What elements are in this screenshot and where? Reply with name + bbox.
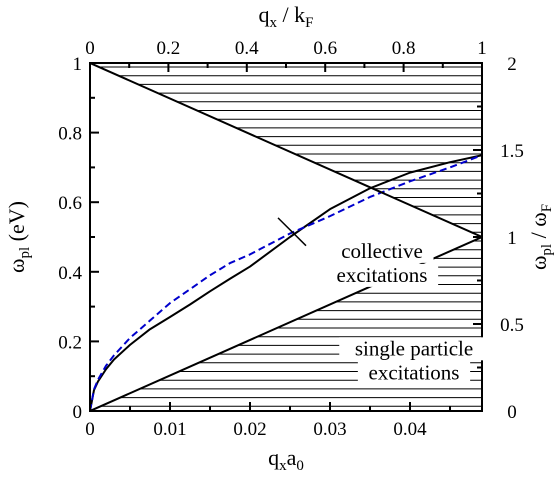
annotation-background bbox=[339, 337, 489, 361]
left-tick-label: 0.8 bbox=[58, 124, 82, 145]
left-axis-title: ωpl (eV) bbox=[4, 201, 33, 273]
left-tick-label: 0.6 bbox=[58, 193, 82, 214]
right-tick-label: 0.5 bbox=[500, 315, 524, 336]
annotation-background bbox=[357, 361, 471, 385]
right-tick-label: 1 bbox=[507, 228, 517, 249]
top-tick-label: 0.4 bbox=[235, 38, 259, 59]
series-line-1 bbox=[90, 154, 482, 411]
bottom-tick-label: 0.04 bbox=[393, 419, 427, 440]
top-axis-title: qx / kF bbox=[259, 2, 314, 31]
bottom-axis-title: qxa0 bbox=[268, 445, 304, 474]
axis-ticks: 0 0.01 0.02 0.03 0.040 0.2 0.4 0.6 0.8 100.20.40.… bbox=[58, 38, 524, 440]
annotation-pointer bbox=[277, 217, 307, 247]
top-tick-label: 0.6 bbox=[313, 38, 337, 59]
right-axis-title: ωpl / ωF bbox=[526, 204, 555, 270]
right-tick-label: 1.5 bbox=[500, 141, 524, 162]
bottom-tick-label: 0.03 bbox=[313, 419, 346, 440]
bottom-tick-label: 0.02 bbox=[233, 419, 266, 440]
annotation-background bbox=[330, 239, 434, 263]
top-tick-label: 1 bbox=[477, 38, 487, 59]
annotation-text-1: excitations bbox=[369, 360, 460, 384]
top-tick-label: 0 bbox=[85, 38, 95, 59]
right-tick-label: 2 bbox=[507, 54, 517, 75]
top-tick-label: 0.2 bbox=[157, 38, 181, 59]
bottom-tick-label: 0 bbox=[85, 419, 95, 440]
top-tick-label: 0.8 bbox=[392, 38, 416, 59]
left-tick-label: 0 bbox=[73, 402, 83, 423]
annotation-background bbox=[325, 263, 439, 287]
annotation-text-0: excitations bbox=[337, 263, 428, 287]
series-line-0 bbox=[90, 154, 482, 411]
annotation-text-1: single particle bbox=[355, 336, 473, 360]
right-tick-label: 0 bbox=[507, 402, 517, 423]
bottom-tick-label: 0.01 bbox=[153, 419, 186, 440]
annotation-text-0: collective bbox=[341, 239, 423, 263]
left-tick-label: 1 bbox=[73, 54, 83, 75]
series-line-2 bbox=[90, 63, 482, 238]
left-tick-label: 0.4 bbox=[58, 263, 82, 284]
left-tick-label: 0.2 bbox=[58, 332, 82, 353]
